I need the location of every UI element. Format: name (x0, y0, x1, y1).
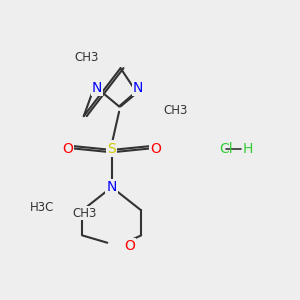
Text: Cl: Cl (219, 142, 233, 155)
Text: S: S (107, 142, 116, 155)
Text: O: O (62, 142, 73, 155)
Text: O: O (124, 239, 135, 253)
Text: N: N (133, 81, 143, 95)
Text: N: N (92, 81, 102, 95)
Text: CH3: CH3 (74, 51, 99, 64)
Text: CH3: CH3 (163, 104, 188, 117)
Text: H3C: H3C (30, 201, 54, 214)
Text: O: O (151, 142, 161, 155)
Text: CH3: CH3 (73, 207, 97, 220)
Text: H: H (243, 142, 253, 155)
Text: N: N (106, 180, 117, 194)
